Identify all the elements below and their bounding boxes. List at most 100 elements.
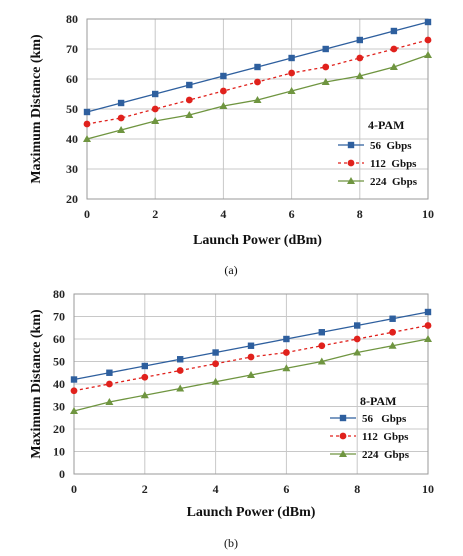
- data-point-series-1: [322, 63, 330, 71]
- y-tick-label: 40: [66, 132, 78, 146]
- data-point-series-0: [354, 322, 361, 329]
- y-tick-label: 70: [66, 42, 78, 56]
- data-point-series-0: [186, 81, 193, 89]
- x-tick-label: 10: [422, 482, 434, 496]
- data-point-series-1: [424, 36, 432, 44]
- data-point-series-0: [117, 99, 125, 107]
- data-point-series-1: [141, 373, 149, 381]
- data-point-series-0: [356, 36, 363, 44]
- legend-title: 4-PAM: [368, 118, 404, 132]
- data-point-series-2: [247, 371, 255, 378]
- data-point-series-2: [105, 398, 114, 405]
- legend-marker-0: [339, 414, 347, 422]
- data-point-series-2: [219, 102, 228, 109]
- panel-caption: (a): [224, 263, 237, 277]
- x-tick-label: 10: [422, 207, 434, 221]
- legend-entry-2: 224 Gbps: [370, 176, 418, 188]
- data-point-series-2: [389, 63, 398, 70]
- y-tick-label: 60: [53, 332, 65, 346]
- data-point-series-0: [212, 349, 219, 356]
- x-tick-label: 8: [354, 482, 360, 496]
- chart-panel-0: 20 30 40 50 60 70 80 0 2 4 6 8 10 Launch Power (dBm) M…: [29, 12, 434, 277]
- data-point-series-2: [388, 341, 397, 349]
- x-tick-label: 2: [152, 207, 158, 221]
- data-point-series-0: [220, 72, 227, 80]
- data-point-series-1: [353, 335, 361, 343]
- y-axis-label: Maximum Distance (km): [29, 309, 44, 459]
- y-tick-label: 0: [59, 467, 65, 481]
- legend-marker-1: [339, 432, 347, 440]
- data-point-series-1: [220, 87, 227, 95]
- plot-area-frame: [73, 293, 429, 475]
- data-point-series-2: [287, 87, 296, 94]
- panel-caption: (b): [224, 536, 238, 550]
- data-point-series-0: [288, 54, 295, 62]
- data-point-series-0: [390, 27, 398, 35]
- data-point-series-1: [151, 105, 159, 113]
- data-point-series-1: [318, 342, 326, 350]
- x-tick-label: 6: [289, 207, 295, 221]
- legend-title: 8-PAM: [360, 394, 396, 408]
- x-tick-label: 2: [142, 482, 148, 496]
- y-tick-label: 10: [53, 445, 65, 459]
- data-point-series-0: [177, 356, 184, 363]
- data-point-series-2: [424, 51, 432, 58]
- data-point-series-1: [288, 69, 295, 77]
- legend: 4-PAM 56 Gbps 112 Gbps 224 Gbps: [338, 118, 418, 188]
- data-point-series-2: [70, 407, 78, 414]
- x-tick-label: 6: [283, 482, 289, 496]
- data-point-series-0: [254, 63, 261, 71]
- legend-marker-0: [347, 141, 355, 149]
- x-tick-label: 4: [220, 207, 226, 221]
- data-point-series-0: [389, 315, 396, 322]
- chart-panel-1: 0 10 20 30 40 50 60 70 80 0 2 4 6 8 10 Launch Power (dB…: [29, 287, 434, 550]
- data-point-series-2: [424, 335, 432, 342]
- data-point-series-0: [152, 90, 159, 98]
- data-point-series-2: [83, 135, 91, 142]
- data-point-series-1: [424, 322, 432, 329]
- data-point-series-1: [83, 120, 91, 128]
- x-axis-label: Launch Power (dBm): [193, 233, 322, 248]
- data-point-series-2: [176, 384, 185, 392]
- x-tick-label: 0: [71, 482, 77, 496]
- data-point-series-0: [318, 329, 325, 336]
- data-point-series-1: [212, 360, 220, 368]
- data-point-series-0: [247, 342, 255, 349]
- data-point-series-1: [106, 380, 113, 388]
- data-point-series-2: [355, 72, 364, 79]
- legend-entry-1: 112 Gbps: [362, 431, 409, 443]
- y-tick-label: 50: [53, 355, 65, 369]
- legend-marker-2: [347, 177, 355, 184]
- y-tick-label: 80: [66, 12, 78, 26]
- data-point-series-0: [322, 45, 329, 53]
- data-point-series-0: [424, 18, 432, 26]
- data-point-series-1: [283, 349, 290, 356]
- data-point-series-2: [353, 348, 362, 356]
- y-tick-label: 30: [66, 162, 78, 176]
- data-point-series-0: [106, 369, 113, 376]
- data-point-series-2: [253, 96, 262, 103]
- data-point-series-2: [321, 78, 330, 85]
- data-point-series-0: [283, 335, 290, 343]
- data-point-series-0: [83, 108, 91, 116]
- y-axis-label: Maximum Distance (km): [29, 34, 44, 184]
- y-tick-label: 70: [53, 310, 65, 324]
- y-tick-label: 60: [66, 72, 78, 86]
- data-point-series-2: [140, 391, 149, 399]
- legend-entry-2: 224 Gbps: [362, 449, 410, 461]
- data-point-series-0: [70, 376, 78, 383]
- data-point-series-2: [317, 357, 326, 365]
- y-tick-label: 80: [53, 287, 65, 301]
- data-point-series-1: [176, 367, 184, 374]
- data-point-series-1: [390, 45, 398, 53]
- legend-entry-0: 56 Gbps: [362, 413, 407, 425]
- data-point-series-2: [151, 117, 160, 124]
- legend-marker-1: [347, 159, 355, 167]
- data-point-series-1: [247, 353, 255, 361]
- legend-entry-1: 112 Gbps: [370, 158, 417, 170]
- data-point-series-2: [117, 126, 126, 133]
- data-point-series-1: [70, 387, 78, 395]
- data-point-series-0: [141, 362, 148, 370]
- data-point-series-1: [185, 96, 193, 104]
